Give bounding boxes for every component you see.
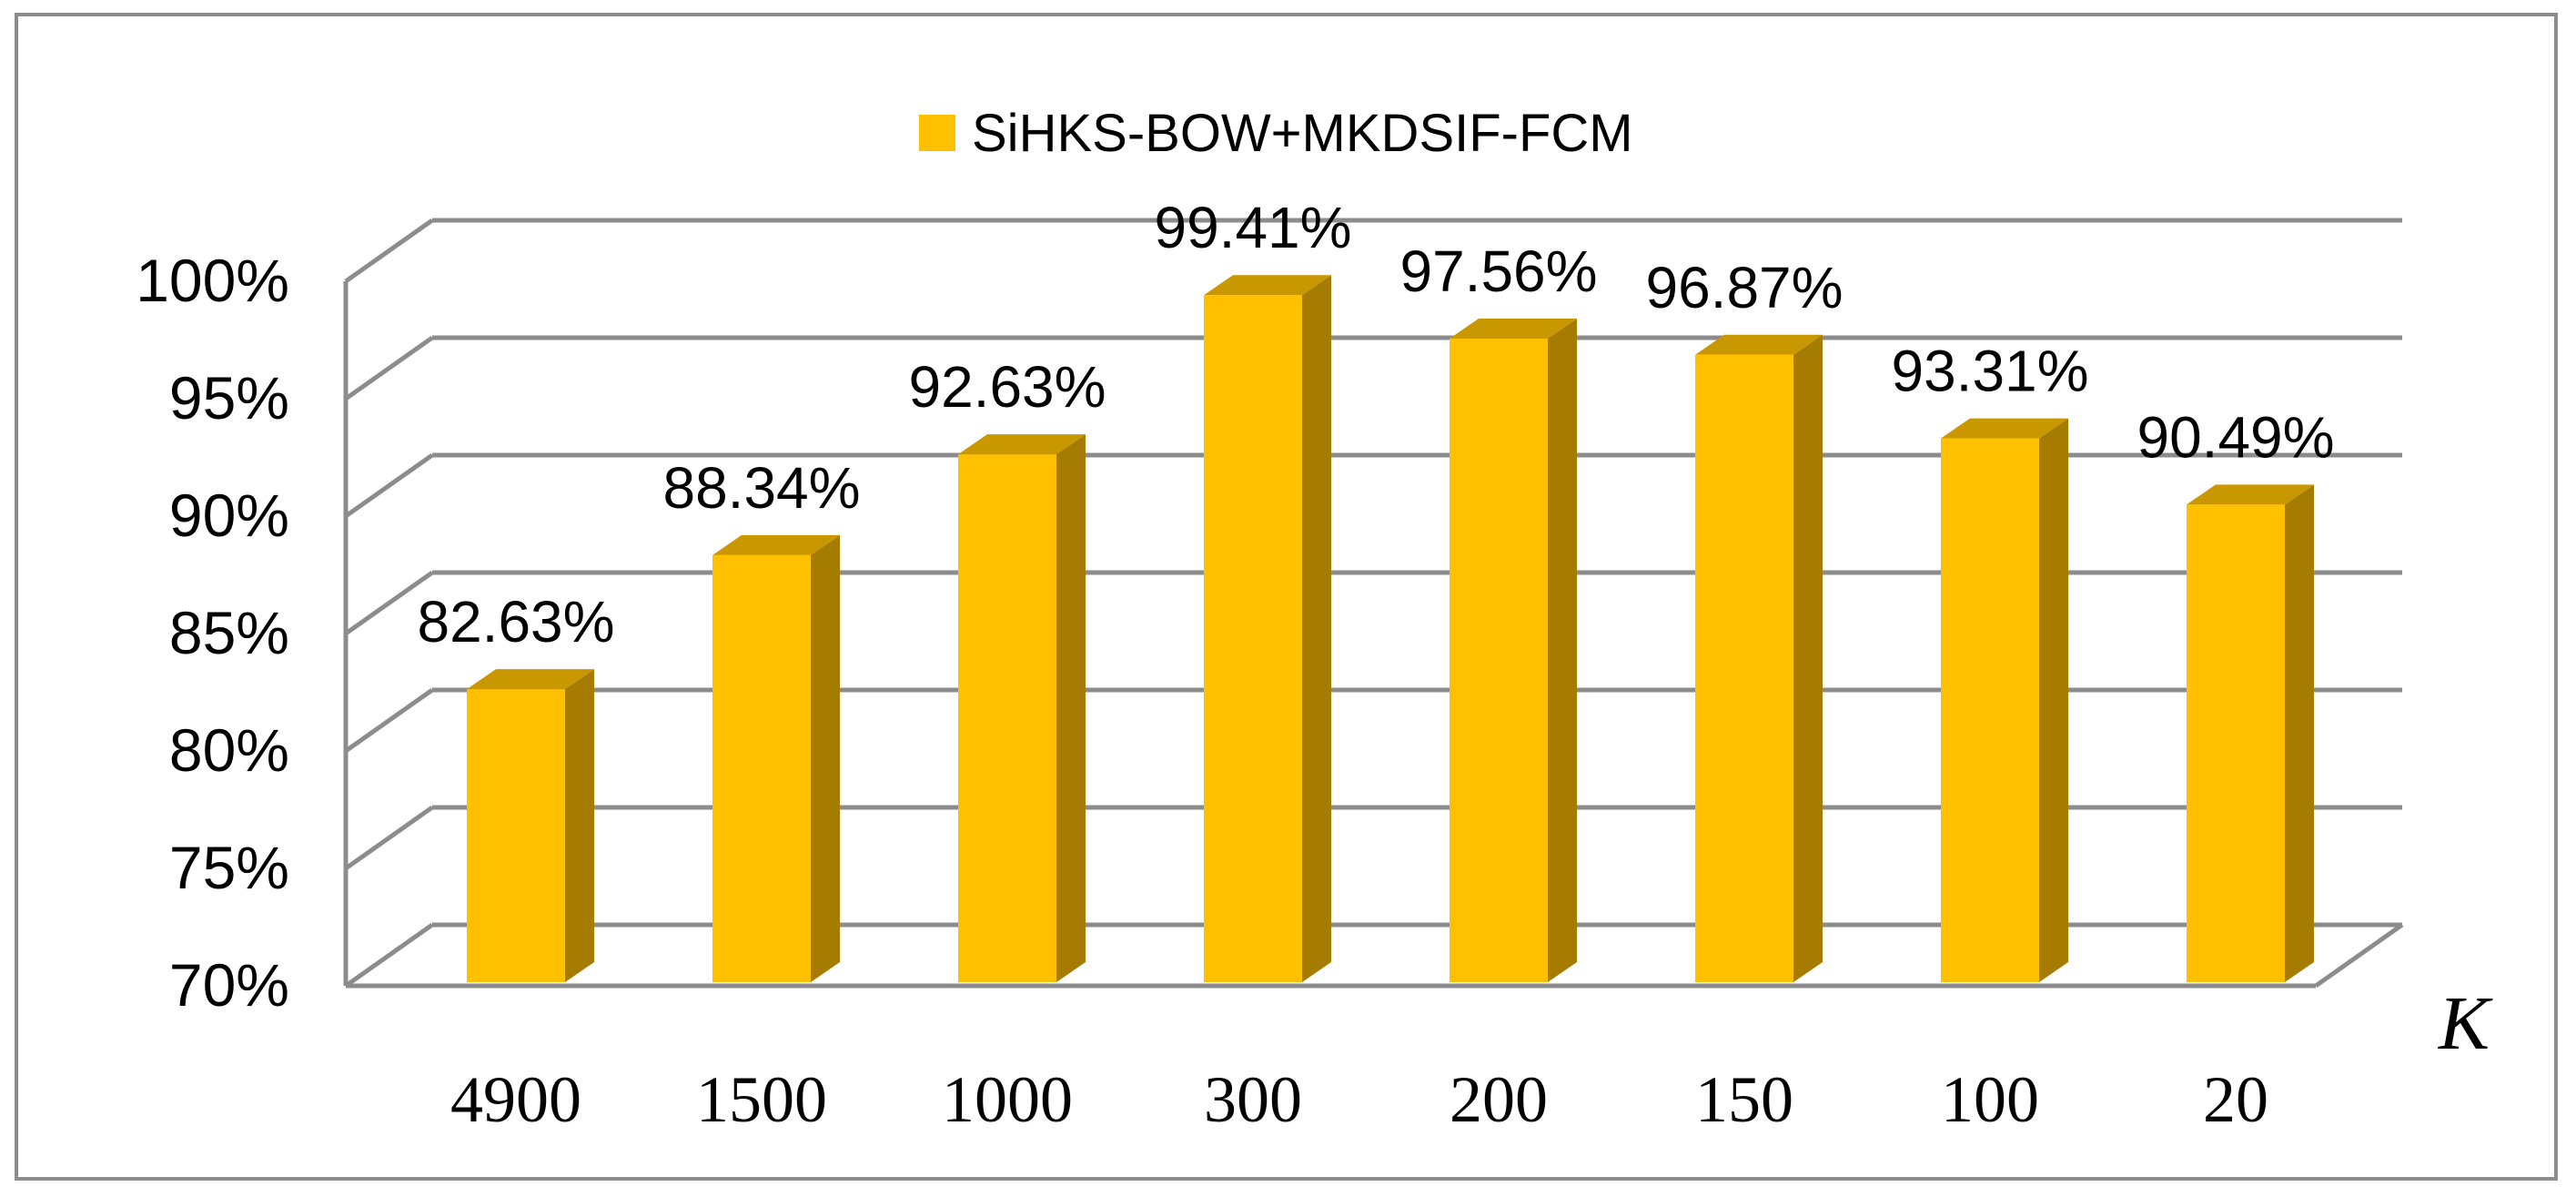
- x-tick-label: 200: [1450, 1063, 1548, 1136]
- bar: [958, 434, 1086, 982]
- y-tick-label: 70%: [169, 951, 289, 1019]
- data-label: 99.41%: [1154, 195, 1351, 260]
- bar-front: [2187, 504, 2285, 982]
- gridline-depth: [344, 687, 434, 754]
- bar-top: [712, 534, 840, 555]
- legend-swatch: [919, 115, 955, 151]
- gridline-depth: [344, 218, 434, 284]
- y-tick-label: 95%: [169, 364, 289, 431]
- y-tick-label: 85%: [169, 599, 289, 666]
- gridline-depth: [344, 335, 434, 401]
- gridline-depth: [344, 570, 434, 636]
- x-axis-ticks: 4900 1500 1000 300 200 150 100 20: [450, 1063, 2268, 1136]
- bar-front: [958, 454, 1056, 982]
- x-tick-label: 20: [2203, 1063, 2268, 1136]
- gridline-depth: [344, 452, 434, 519]
- bar-side: [2285, 484, 2314, 982]
- gridlines: [343, 218, 2404, 989]
- bar: [712, 534, 840, 982]
- x-axis-title: K: [2438, 981, 2493, 1066]
- bar: [1941, 418, 2068, 982]
- floor-right-edge: [2314, 922, 2404, 989]
- y-axis-ticks: 70% 75% 80% 85% 90% 95% 100%: [136, 247, 289, 1019]
- bar-side: [1793, 334, 1823, 982]
- bar-top: [1450, 318, 1577, 339]
- x-tick-label: 1500: [696, 1063, 827, 1136]
- data-label: 96.87%: [1645, 255, 1843, 320]
- bar-top: [1695, 334, 1823, 355]
- bar: [2187, 484, 2314, 982]
- legend: SiHKS-BOW+MKDSIF-FCM: [919, 104, 1633, 163]
- bars: [467, 275, 2314, 982]
- bar-top: [1204, 275, 1331, 296]
- y-tick-label: 80%: [169, 716, 289, 784]
- bar-side: [811, 534, 840, 982]
- legend-label: SiHKS-BOW+MKDSIF-FCM: [972, 104, 1633, 163]
- bar-side: [1302, 275, 1331, 982]
- x-tick-label: 300: [1204, 1063, 1302, 1136]
- data-label: 92.63%: [908, 354, 1106, 420]
- bar-top: [467, 669, 594, 690]
- data-labels: 82.63% 88.34% 92.63% 99.41% 97.56% 96.87% 93.3…: [417, 195, 2334, 654]
- data-label: 97.56%: [1399, 238, 1597, 304]
- data-label: 82.63%: [417, 589, 614, 654]
- bar-front: [1695, 354, 1793, 982]
- x-tick-label: 100: [1941, 1063, 2039, 1136]
- data-label: 90.49%: [2137, 404, 2334, 470]
- x-tick-label: 150: [1695, 1063, 1793, 1136]
- y-tick-label: 75%: [169, 834, 289, 901]
- y-tick-label: 100%: [136, 247, 289, 314]
- bar-side: [1056, 434, 1086, 982]
- bar-side: [1548, 318, 1577, 982]
- bar-side: [565, 669, 594, 982]
- bar: [1204, 275, 1331, 982]
- bar-front: [712, 554, 811, 982]
- gridline-depth: [344, 805, 434, 871]
- bar-top: [1941, 418, 2068, 439]
- bar-top: [958, 434, 1086, 455]
- bar: [467, 669, 594, 982]
- bar: [1695, 334, 1823, 982]
- bar-top: [2187, 484, 2314, 505]
- bar-front: [467, 689, 565, 982]
- gridline-depth: [344, 922, 434, 989]
- bar-front: [1204, 295, 1302, 982]
- x-tick-label: 1000: [942, 1063, 1073, 1136]
- x-tick-label: 4900: [450, 1063, 581, 1136]
- bar-side: [2039, 418, 2068, 982]
- data-label: 93.31%: [1891, 339, 2088, 404]
- bar: [1450, 318, 1577, 982]
- bar-front: [1941, 438, 2039, 982]
- bar-front: [1450, 338, 1548, 982]
- y-tick-label: 90%: [169, 482, 289, 549]
- data-label: 88.34%: [662, 455, 860, 521]
